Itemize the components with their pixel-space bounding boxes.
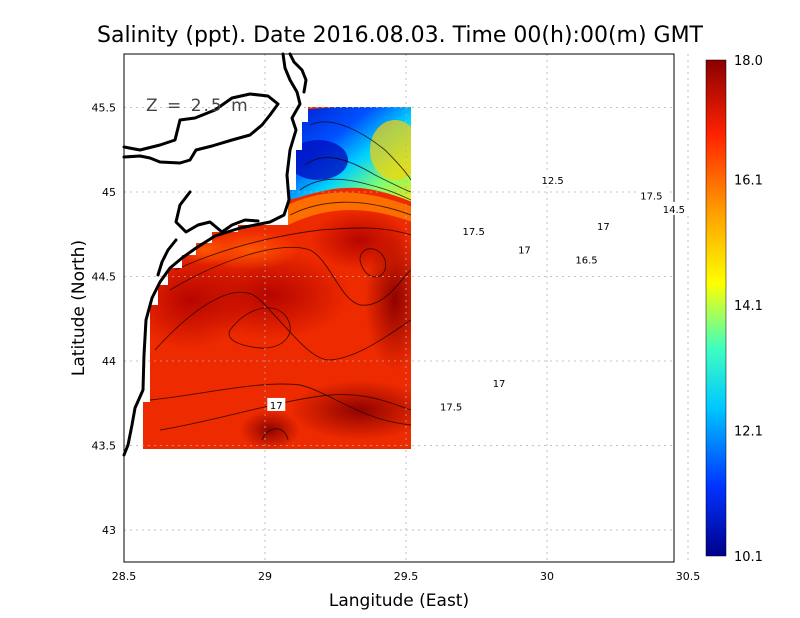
colorbar-label: 18.0 xyxy=(734,54,763,69)
contour-label-box xyxy=(537,173,568,187)
plot-frame xyxy=(123,53,675,563)
gridlines xyxy=(124,54,689,562)
contour-label-box xyxy=(594,218,613,232)
contour-label: 17.5 xyxy=(636,188,667,202)
contour-label-text: 17.5 xyxy=(440,403,462,414)
y-tick-label: 44.5 xyxy=(92,271,117,284)
contour-label-box xyxy=(571,252,602,266)
contour-label: 17 xyxy=(594,218,613,233)
contour-label: 16.5 xyxy=(571,252,602,267)
x-tick-label: 29 xyxy=(258,570,272,583)
contour-label-text: 17.5 xyxy=(463,227,485,238)
y-tick-labels: 43 43.5 44 44.5 45 45.5 xyxy=(92,102,117,538)
contour-label: 17 xyxy=(267,397,286,412)
contour-label: 17.5 xyxy=(436,399,467,414)
x-tick-label: 29.5 xyxy=(394,570,419,583)
contour-label-box xyxy=(636,188,667,202)
contour-label-text: 14.5 xyxy=(663,205,685,216)
y-tick-label: 45 xyxy=(102,186,116,199)
x-tick-label: 30 xyxy=(540,570,554,583)
depth-label: Z = 2.5 m xyxy=(146,96,250,116)
contour-label-text: 17 xyxy=(493,379,506,390)
chart-title: Salinity (ppt). Date 2016.08.03. Time 00… xyxy=(97,23,704,48)
contour-label-box xyxy=(490,375,509,389)
x-tick-label: 30.5 xyxy=(676,570,701,583)
contour-lines xyxy=(149,121,411,441)
contour-label-box xyxy=(658,201,689,215)
contour-label-text: 16.5 xyxy=(575,256,597,267)
contour-label-text: 17.5 xyxy=(640,191,662,202)
x-tick-label: 28.5 xyxy=(112,570,137,583)
contour-label-text: 17 xyxy=(518,245,531,256)
contour-label-box xyxy=(436,399,467,413)
y-tick-label: 43 xyxy=(102,524,116,537)
colorbar-label: 16.1 xyxy=(734,173,763,188)
coastline xyxy=(122,52,308,457)
colorbar xyxy=(705,59,727,557)
contour-label-box xyxy=(458,223,489,237)
contour-label: 17 xyxy=(490,375,509,390)
contour-label: 17.5 xyxy=(458,223,489,238)
contour-label-text: 17 xyxy=(597,222,610,233)
colorbar-label: 10.1 xyxy=(734,550,763,565)
contour-label-box xyxy=(267,397,286,411)
contour-label: 14.5 xyxy=(658,201,689,216)
contour-label-text: 12.5 xyxy=(542,176,564,187)
y-tick-label: 44 xyxy=(102,355,116,368)
y-tick-label: 43.5 xyxy=(92,440,117,453)
contour-label: 17 xyxy=(515,242,534,256)
contour-label-text: 17 xyxy=(270,401,283,412)
colorbar-label: 14.1 xyxy=(734,299,763,314)
contour-label-box xyxy=(515,242,534,256)
y-axis-label: Latitude (North) xyxy=(69,240,89,376)
x-axis-label: Langitude (East) xyxy=(329,591,469,611)
colorbar-labels: 18.0 16.1 14.1 12.1 10.1 xyxy=(734,54,763,565)
contour-label: 12.5 xyxy=(537,173,568,187)
y-tick-label: 45.5 xyxy=(92,102,117,115)
colorbar-label: 12.1 xyxy=(734,424,763,439)
